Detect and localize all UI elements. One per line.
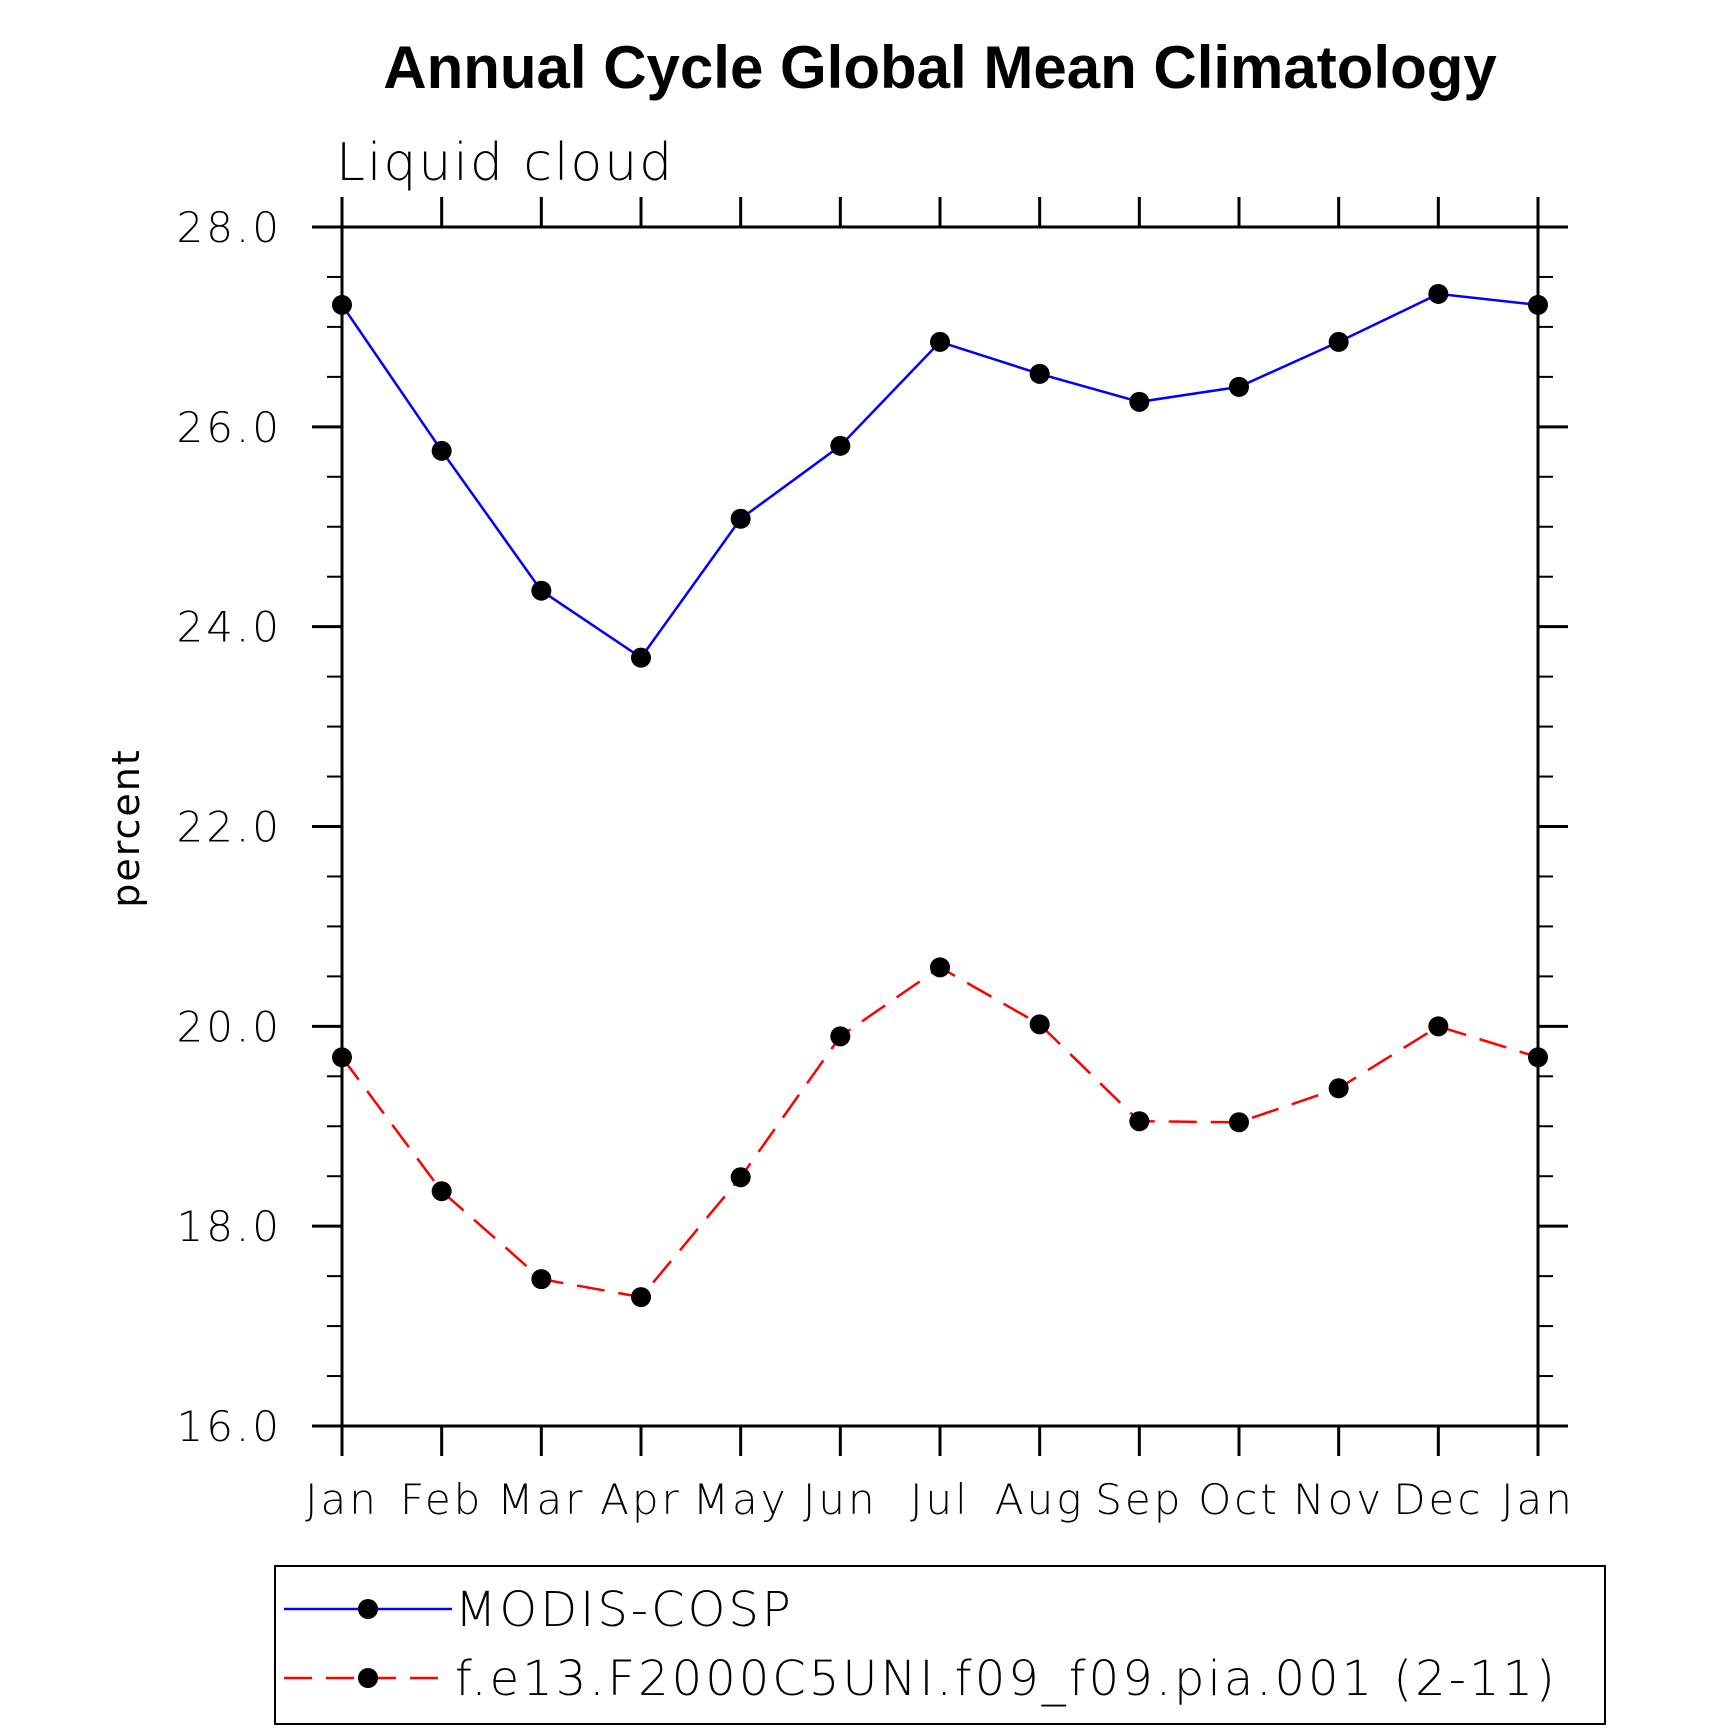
- data-point: [531, 1269, 552, 1290]
- data-point: [431, 440, 452, 461]
- data-point: [431, 1181, 452, 1202]
- series-layer: [332, 283, 1548, 1308]
- data-point: [730, 1167, 751, 1188]
- data-point: [1428, 283, 1449, 304]
- series-2: [332, 957, 1548, 1308]
- x-tick-label: May: [693, 1475, 789, 1524]
- chart-title: Annual Cycle Global Mean Climatology: [383, 34, 1497, 101]
- legend-label: f.e13.F2000C5UNI.f09_f09.pia.001 (2-11): [455, 1651, 1558, 1707]
- data-point: [1528, 294, 1548, 315]
- y-tick-label: 18.0: [176, 1202, 282, 1251]
- data-point: [1029, 1014, 1050, 1035]
- data-point: [930, 331, 950, 352]
- x-tick-label: Jan: [305, 1475, 379, 1524]
- x-tick-label: Apr: [600, 1475, 682, 1524]
- data-point: [1328, 1078, 1349, 1099]
- x-tick-label: Jul: [910, 1475, 970, 1524]
- x-tick-label: Aug: [995, 1475, 1085, 1524]
- series-1: [332, 283, 1548, 668]
- x-tick-label: Jun: [803, 1475, 878, 1524]
- legend-marker: [358, 1599, 378, 1619]
- legend-label: MODIS-COSP: [455, 1582, 794, 1638]
- x-tick-label: Nov: [1293, 1475, 1384, 1524]
- x-tick-label: Dec: [1393, 1475, 1483, 1524]
- y-tick-label: 24.0: [176, 603, 282, 652]
- data-point: [730, 508, 751, 529]
- data-point: [1029, 363, 1050, 384]
- data-point: [830, 1026, 851, 1047]
- legend-box: [274, 1565, 1606, 1725]
- y-tick-label: 26.0: [176, 403, 282, 452]
- legend-marker: [358, 1668, 378, 1688]
- axes: 16.0 18.0 20.0 22.0 24.0 26.0 28.0 Jan Feb Mar Apr…: [176, 197, 1575, 1524]
- legend: MODIS-COSP f.e13.F2000C5UNI.f09_f09.pia.0…: [274, 1565, 1606, 1725]
- data-point: [531, 580, 552, 601]
- data-point: [332, 1047, 352, 1068]
- data-point: [1328, 331, 1349, 352]
- x-tick-label: Mar: [497, 1475, 585, 1524]
- y-tick-label: 28.0: [176, 203, 282, 252]
- chart-subtitle: Liquid cloud: [336, 133, 674, 193]
- y-axis-title: percent: [104, 748, 148, 908]
- x-tick-label: Feb: [400, 1475, 483, 1524]
- y-tick-label: 20.0: [176, 1002, 282, 1051]
- data-point: [1229, 376, 1249, 397]
- data-point: [1428, 1016, 1449, 1037]
- x-tick-label: Oct: [1198, 1475, 1280, 1524]
- data-point: [1528, 1047, 1548, 1068]
- data-point: [930, 957, 950, 978]
- data-point: [631, 1287, 651, 1308]
- data-point: [1229, 1112, 1249, 1133]
- data-point: [332, 294, 352, 315]
- y-tick-label: 16.0: [176, 1402, 282, 1451]
- plot-frame: [340, 225, 1540, 1428]
- data-point: [830, 435, 851, 456]
- series-line: [340, 965, 1539, 1299]
- x-tick-label: Sep: [1095, 1475, 1183, 1524]
- x-tick-label: Jan: [1501, 1475, 1575, 1524]
- y-tick-label: 22.0: [176, 803, 282, 852]
- data-point: [631, 647, 651, 668]
- data-point: [1129, 1111, 1150, 1132]
- data-point: [1129, 391, 1150, 412]
